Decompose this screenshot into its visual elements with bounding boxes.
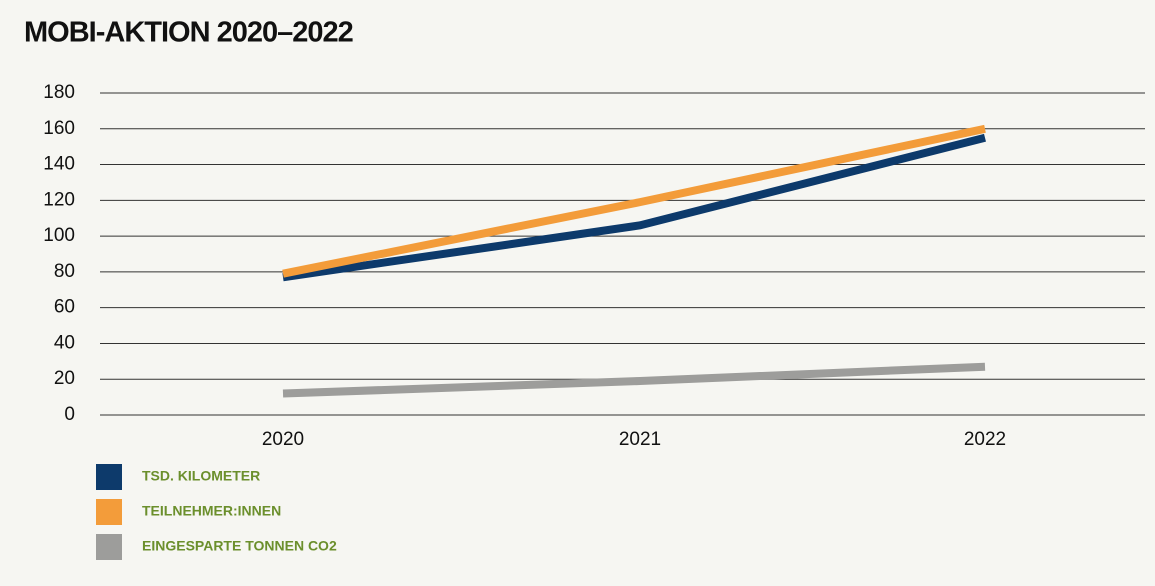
line	[282, 362, 986, 398]
y-tick-label: 160	[43, 118, 75, 139]
x-tick-label: 2022	[964, 429, 1006, 450]
legend-label: TSD. KILOMETER	[142, 468, 260, 484]
legend-swatch	[96, 464, 122, 490]
legend-swatch	[96, 499, 122, 525]
line	[282, 133, 986, 282]
legend-label: EINGESPARTE TONNEN CO2	[142, 538, 337, 554]
y-tick-label: 180	[43, 82, 75, 103]
y-tick-label: 100	[43, 225, 75, 246]
y-tick-label: 120	[43, 189, 75, 210]
chart-title: MOBI-AKTION 2020–2022	[24, 17, 353, 49]
y-tick-label: 40	[54, 332, 75, 353]
legend-swatch	[96, 534, 122, 560]
line	[282, 124, 986, 278]
y-tick-label: 60	[54, 297, 75, 318]
x-tick-label: 2021	[619, 429, 661, 450]
y-tick-label: 20	[54, 368, 75, 389]
legend-label: TEILNEHMER:INNEN	[142, 503, 281, 519]
y-tick-label: 80	[54, 261, 75, 282]
x-tick-label: 2020	[262, 429, 304, 450]
y-tick-label: 140	[43, 154, 75, 175]
y-tick-label: 0	[64, 404, 75, 425]
